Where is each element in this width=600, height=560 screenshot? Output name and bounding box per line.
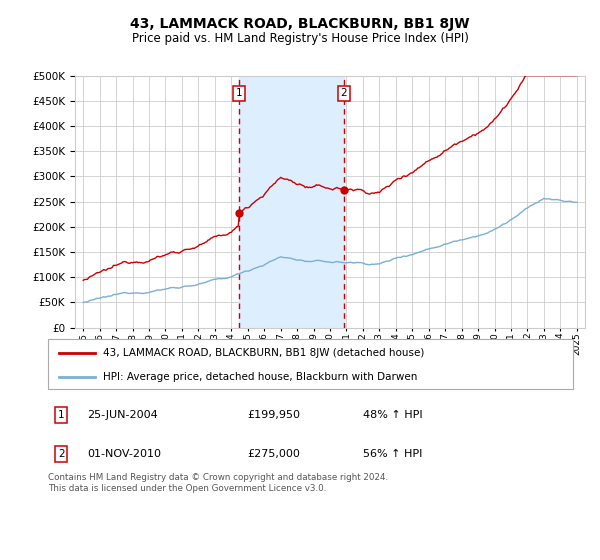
Text: 56% ↑ HPI: 56% ↑ HPI (363, 449, 422, 459)
Text: HPI: Average price, detached house, Blackburn with Darwen: HPI: Average price, detached house, Blac… (103, 372, 418, 381)
Text: 1: 1 (236, 88, 242, 98)
Text: Contains HM Land Registry data © Crown copyright and database right 2024.
This d: Contains HM Land Registry data © Crown c… (48, 473, 388, 493)
Text: 2: 2 (340, 88, 347, 98)
FancyBboxPatch shape (48, 339, 573, 389)
Text: Price paid vs. HM Land Registry's House Price Index (HPI): Price paid vs. HM Land Registry's House … (131, 32, 469, 45)
Text: 48% ↑ HPI: 48% ↑ HPI (363, 410, 422, 420)
Text: 2: 2 (58, 449, 64, 459)
Text: 25-JUN-2004: 25-JUN-2004 (88, 410, 158, 420)
Text: 43, LAMMACK ROAD, BLACKBURN, BB1 8JW: 43, LAMMACK ROAD, BLACKBURN, BB1 8JW (130, 17, 470, 31)
Text: 43, LAMMACK ROAD, BLACKBURN, BB1 8JW (detached house): 43, LAMMACK ROAD, BLACKBURN, BB1 8JW (de… (103, 348, 425, 358)
Bar (239, 76, 344, 328)
Text: £275,000: £275,000 (248, 449, 301, 459)
Text: 1: 1 (58, 410, 64, 420)
Text: £199,950: £199,950 (248, 410, 301, 420)
Text: 01-NOV-2010: 01-NOV-2010 (88, 449, 161, 459)
